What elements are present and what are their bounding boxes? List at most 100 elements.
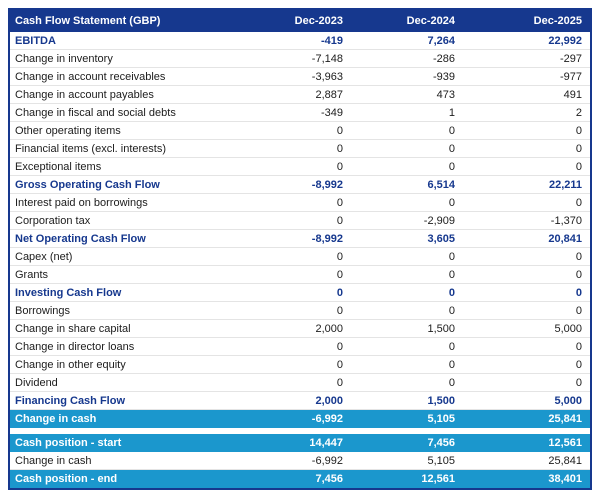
row-label: Financial items (excl. interests): [15, 142, 166, 155]
row-value: -939: [432, 70, 455, 83]
table-row: Change in cash -6,992 5,105 25,841: [10, 410, 590, 428]
row-value: 491: [563, 88, 582, 101]
row-label: Change in account receivables: [15, 70, 166, 83]
row-value: 2,887: [315, 88, 343, 101]
row-value: -8,992: [311, 178, 343, 191]
row-value: 0: [448, 340, 455, 353]
row-label: Cash position - end: [15, 473, 118, 485]
row-value: 0: [448, 250, 455, 263]
row-value: 0: [336, 304, 343, 317]
row-value: 0: [575, 340, 582, 353]
table-row: Change in account receivables -3,963 -939 -…: [10, 68, 590, 86]
row-label: Change in cash: [15, 413, 97, 425]
row-value: -3,963: [311, 70, 343, 83]
row-label: Interest paid on borrowings: [15, 196, 148, 209]
table-body: EBITDA -419 7,264 22,992 Change in inventory…: [10, 32, 590, 428]
row-label: Change in director loans: [15, 340, 135, 353]
row-value: 38,401: [548, 473, 582, 485]
table-row: Change in inventory -7,148 -286 -297: [10, 50, 590, 68]
table-row: Net Operating Cash Flow -8,992 3,605 20,841: [10, 230, 590, 248]
row-value: -2,909: [423, 214, 455, 227]
row-value: 0: [336, 196, 343, 209]
row-value: 0: [448, 358, 455, 371]
cash-flow-statement-table: Cash Flow Statement (GBP) Dec-2023 Dec-2…: [8, 8, 592, 490]
row-value: 7,264: [427, 34, 455, 47]
row-value: 1,500: [427, 394, 455, 407]
table-row: Corporation tax 0 -2,909 -1,370: [10, 212, 590, 230]
row-value: 5,000: [554, 322, 582, 335]
row-value: 0: [448, 304, 455, 317]
row-value: 0: [336, 124, 343, 137]
section-divider: [10, 428, 590, 434]
row-value: -7,148: [311, 52, 343, 65]
row-value: 0: [448, 196, 455, 209]
row-value: -977: [559, 70, 582, 83]
row-label: Cash position - start: [15, 437, 122, 449]
table-row: Interest paid on borrowings 0 0 0: [10, 194, 590, 212]
row-label: Change in cash: [15, 454, 92, 467]
row-value: -286: [432, 52, 455, 65]
row-label: Gross Operating Cash Flow: [15, 178, 160, 191]
row-label: Dividend: [15, 376, 58, 389]
row-value: 0: [336, 358, 343, 371]
row-value: 22,992: [548, 34, 582, 47]
row-value: -1,370: [550, 214, 582, 227]
row-value: 0: [448, 286, 455, 299]
row-value: 0: [575, 358, 582, 371]
row-label: Borrowings: [15, 304, 71, 317]
row-value: 20,841: [548, 232, 582, 245]
row-value: 0: [575, 304, 582, 317]
row-value: -6,992: [311, 454, 343, 467]
row-value: 2,000: [315, 322, 343, 335]
row-value: 0: [336, 142, 343, 155]
row-value: 1: [448, 106, 455, 119]
row-value: 0: [448, 268, 455, 281]
table-title: Cash Flow Statement (GBP): [15, 15, 161, 27]
row-value: 0: [336, 268, 343, 281]
row-value: 14,447: [309, 437, 343, 449]
row-value: 22,211: [548, 178, 582, 191]
row-value: 5,105: [427, 454, 455, 467]
row-value: 0: [575, 376, 582, 389]
row-value: 2,000: [315, 394, 343, 407]
row-value: 0: [336, 160, 343, 173]
table-row: Cash position - start 14,447 7,456 12,561: [10, 434, 590, 452]
row-label: Change in account payables: [15, 88, 154, 101]
table-row: Gross Operating Cash Flow -8,992 6,514 22,2…: [10, 176, 590, 194]
row-value: 2: [575, 106, 582, 119]
row-value: 0: [336, 340, 343, 353]
row-value: 0: [575, 268, 582, 281]
row-label: Financing Cash Flow: [15, 394, 126, 407]
row-label: Other operating items: [15, 124, 121, 137]
table-row: Borrowings 0 0 0: [10, 302, 590, 320]
row-value: 0: [448, 124, 455, 137]
row-value: -419: [320, 34, 343, 47]
column-header-dec-2023: Dec-2023: [294, 15, 343, 27]
row-value: 0: [575, 286, 582, 299]
row-value: 12,561: [548, 437, 582, 449]
row-value: 0: [336, 286, 343, 299]
row-label: Change in other equity: [15, 358, 126, 371]
row-value: 0: [575, 124, 582, 137]
row-value: 473: [436, 88, 455, 101]
row-value: 7,456: [315, 473, 343, 485]
table-row: Other operating items 0 0 0: [10, 122, 590, 140]
row-value: 0: [575, 142, 582, 155]
row-label: Change in share capital: [15, 322, 131, 335]
row-value: 7,456: [427, 437, 455, 449]
table-row: Dividend 0 0 0: [10, 374, 590, 392]
table-row: Financial items (excl. interests) 0 0 0: [10, 140, 590, 158]
table-row: Change in fiscal and social debts -349 1 2: [10, 104, 590, 122]
table-row: Cash position - end 7,456 12,561 38,401: [10, 470, 590, 488]
row-value: 1,500: [427, 322, 455, 335]
row-label: Exceptional items: [15, 160, 102, 173]
row-value: 12,561: [421, 473, 455, 485]
row-value: 0: [448, 142, 455, 155]
table-row: Change in account payables 2,887 473 491: [10, 86, 590, 104]
row-value: 6,514: [427, 178, 455, 191]
table-row: Capex (net) 0 0 0: [10, 248, 590, 266]
row-value: 5,105: [427, 413, 455, 425]
row-label: Change in inventory: [15, 52, 113, 65]
table-row: Change in share capital 2,000 1,500 5,000: [10, 320, 590, 338]
row-value: 0: [336, 250, 343, 263]
